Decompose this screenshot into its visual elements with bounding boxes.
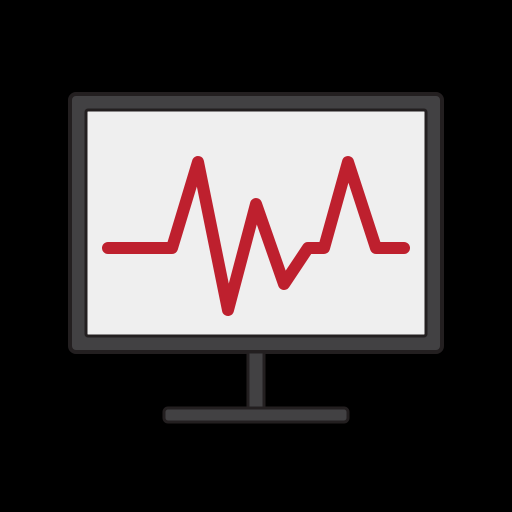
monitor-icon-canvas [0, 0, 512, 512]
heart-monitor-icon [0, 0, 512, 512]
monitor-stand-neck [248, 352, 264, 410]
monitor-stand-base [164, 408, 348, 422]
